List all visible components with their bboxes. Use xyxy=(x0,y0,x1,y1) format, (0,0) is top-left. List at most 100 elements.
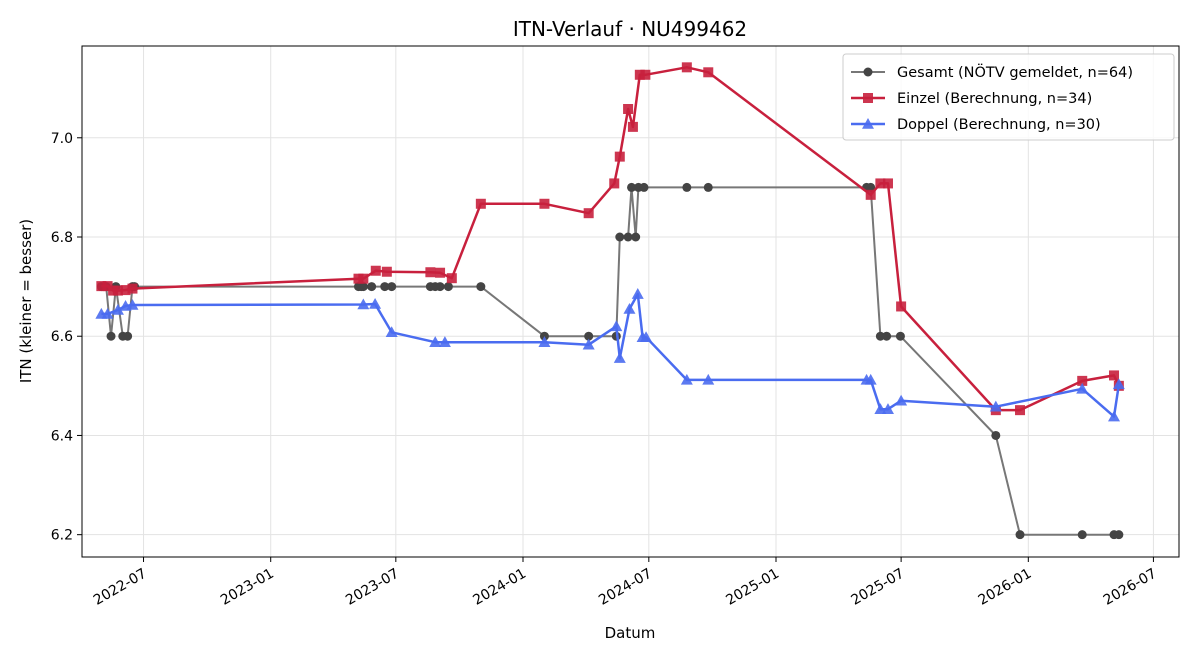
data-point xyxy=(111,303,124,315)
data-point xyxy=(127,283,138,294)
data-point xyxy=(623,232,633,242)
data-point xyxy=(381,266,392,277)
data-point xyxy=(882,331,892,341)
data-point xyxy=(435,267,446,278)
legend-swatch-marker xyxy=(863,93,873,103)
y-axis: 6.2 6.4 6.6 6.8 7.0 xyxy=(51,131,82,544)
data-point xyxy=(443,282,453,292)
data-point xyxy=(380,282,390,292)
legend: Gesamt (NÖTV gemeldet, n=64) Einzel (Bere… xyxy=(842,53,1175,141)
data-point xyxy=(1114,530,1124,540)
data-point xyxy=(703,67,714,78)
data-point xyxy=(875,331,885,341)
data-point xyxy=(627,121,638,132)
data-point xyxy=(682,182,692,192)
data-point xyxy=(358,273,369,284)
data-point xyxy=(112,285,123,296)
data-point xyxy=(702,373,715,385)
data-point xyxy=(476,282,486,292)
data-point xyxy=(429,336,442,347)
data-point xyxy=(864,373,877,385)
series-1 xyxy=(96,182,1124,540)
data-point xyxy=(895,394,908,406)
data-point xyxy=(102,281,113,292)
data-point xyxy=(583,208,594,219)
data-point xyxy=(1015,530,1025,540)
data-point xyxy=(358,282,368,292)
data-point xyxy=(634,69,645,80)
data-point xyxy=(101,307,114,319)
legend-box xyxy=(842,53,1175,141)
data-point xyxy=(882,178,893,189)
data-point xyxy=(631,232,641,242)
data-point xyxy=(681,62,692,73)
series-3 xyxy=(95,288,1125,422)
y-tick-label: 6.6 xyxy=(51,329,73,345)
y-tick-label: 6.4 xyxy=(51,428,73,444)
data-point xyxy=(895,331,905,341)
legend-swatch-marker xyxy=(862,118,874,129)
data-point xyxy=(640,69,651,80)
data-point xyxy=(614,151,625,162)
y-tick-label: 7.0 xyxy=(51,131,73,147)
data-point xyxy=(435,282,445,292)
data-point xyxy=(584,331,594,341)
data-point xyxy=(623,302,636,314)
data-point xyxy=(539,198,550,209)
data-point xyxy=(370,265,381,276)
data-point xyxy=(1077,530,1087,540)
data-point xyxy=(875,178,886,189)
series-layer xyxy=(95,62,1125,540)
legend-entry-2: Einzel (Berechnung, n=34) xyxy=(851,91,1092,107)
plot-frame xyxy=(81,45,1180,558)
data-point xyxy=(896,301,907,312)
data-point xyxy=(609,178,620,189)
data-point xyxy=(631,288,644,299)
data-point xyxy=(126,298,139,310)
data-point xyxy=(615,232,625,242)
data-point xyxy=(96,281,107,292)
data-point xyxy=(640,331,653,343)
legend-label: Einzel (Berechnung, n=34) xyxy=(897,91,1092,107)
data-point xyxy=(1076,382,1089,394)
data-point xyxy=(613,352,626,363)
data-point xyxy=(881,403,894,414)
data-point xyxy=(874,403,887,414)
data-point xyxy=(623,104,634,115)
data-point xyxy=(1077,375,1088,386)
data-point xyxy=(385,326,398,338)
data-point xyxy=(989,400,1002,412)
data-point xyxy=(610,320,623,332)
data-point xyxy=(582,338,595,350)
data-point xyxy=(865,189,876,200)
data-point xyxy=(123,331,133,341)
data-point xyxy=(703,182,713,192)
data-point xyxy=(446,273,457,284)
y-tick-label: 6.8 xyxy=(51,230,73,246)
legend-swatch-marker xyxy=(863,67,873,77)
data-point xyxy=(639,182,649,192)
legend-entry-3: Doppel (Berechnung, n=30) xyxy=(851,117,1101,133)
series-2 xyxy=(96,62,1124,416)
legend-label: Doppel (Berechnung, n=30) xyxy=(897,117,1101,133)
y-tick-label: 6.2 xyxy=(51,528,73,544)
data-point xyxy=(538,336,551,347)
data-point xyxy=(627,182,637,192)
data-point xyxy=(367,282,377,292)
data-point xyxy=(1108,410,1121,422)
data-point xyxy=(106,331,116,341)
y-axis-title: ITN (kleiner = besser) xyxy=(17,219,35,383)
data-point xyxy=(1015,405,1026,416)
legend-entry-1: Gesamt (NÖTV gemeldet, n=64) xyxy=(851,63,1133,81)
data-point xyxy=(866,182,876,192)
x-axis-title: Datum xyxy=(605,624,656,642)
data-point xyxy=(438,336,451,347)
data-point xyxy=(357,298,370,310)
chart-title: ITN-Verlauf · NU499462 xyxy=(513,17,747,41)
data-point xyxy=(387,282,397,292)
data-point xyxy=(991,430,1001,440)
data-point xyxy=(680,373,693,385)
data-point xyxy=(475,198,486,209)
data-point xyxy=(425,267,436,278)
